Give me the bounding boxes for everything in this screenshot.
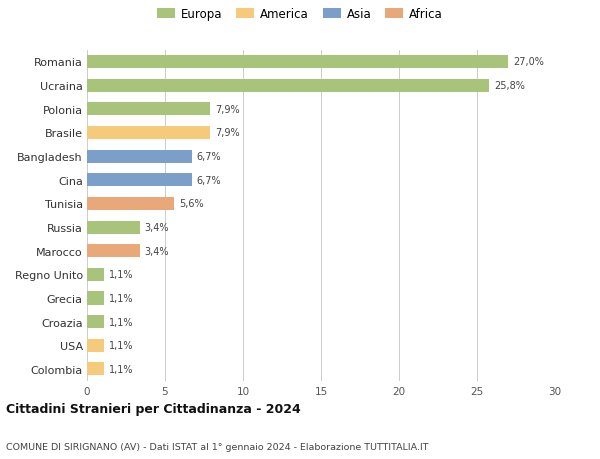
Bar — [87, 268, 104, 281]
Bar — [87, 79, 490, 92]
Bar — [87, 150, 191, 163]
Bar — [87, 197, 175, 210]
Text: 7,9%: 7,9% — [215, 105, 239, 114]
Text: 7,9%: 7,9% — [215, 128, 239, 138]
Text: 1,1%: 1,1% — [109, 293, 133, 303]
Bar — [87, 221, 140, 234]
Text: 6,7%: 6,7% — [196, 175, 221, 185]
Text: 1,1%: 1,1% — [109, 364, 133, 374]
Legend: Europa, America, Asia, Africa: Europa, America, Asia, Africa — [157, 8, 443, 21]
Text: COMUNE DI SIRIGNANO (AV) - Dati ISTAT al 1° gennaio 2024 - Elaborazione TUTTITAL: COMUNE DI SIRIGNANO (AV) - Dati ISTAT al… — [6, 442, 428, 451]
Text: Cittadini Stranieri per Cittadinanza - 2024: Cittadini Stranieri per Cittadinanza - 2… — [6, 403, 301, 415]
Bar — [87, 363, 104, 375]
Bar — [87, 245, 140, 257]
Text: 25,8%: 25,8% — [494, 81, 525, 91]
Text: 1,1%: 1,1% — [109, 270, 133, 280]
Bar — [87, 103, 210, 116]
Bar — [87, 174, 191, 187]
Text: 3,4%: 3,4% — [145, 223, 169, 233]
Bar — [87, 292, 104, 305]
Bar — [87, 56, 508, 69]
Text: 6,7%: 6,7% — [196, 152, 221, 162]
Text: 27,0%: 27,0% — [513, 57, 544, 67]
Text: 1,1%: 1,1% — [109, 341, 133, 351]
Text: 5,6%: 5,6% — [179, 199, 203, 209]
Bar — [87, 315, 104, 329]
Text: 1,1%: 1,1% — [109, 317, 133, 327]
Bar — [87, 127, 210, 140]
Text: 3,4%: 3,4% — [145, 246, 169, 256]
Bar — [87, 339, 104, 352]
